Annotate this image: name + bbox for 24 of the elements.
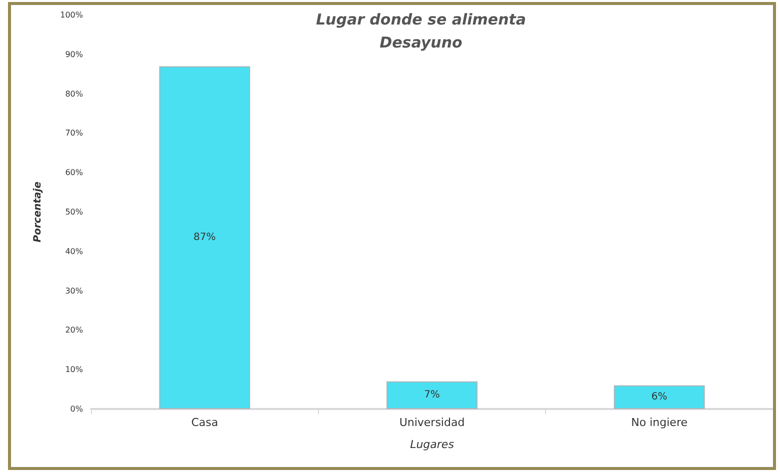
x-tick-label: No ingiere [631,416,688,429]
x-tick-label: Casa [191,416,218,429]
chart-title: Lugar donde se alimenta [316,10,526,28]
bar [614,385,705,409]
bar [386,381,478,409]
y-tick-label: 60% [65,168,84,178]
data-label: 7% [424,390,440,401]
y-tick-label: 10% [65,365,84,374]
x-axis-title: Lugares [410,438,454,451]
y-tick-label: 100% [60,10,84,20]
y-tick-label: 80% [65,89,84,98]
bar [159,66,250,409]
text: Desayuno [380,34,462,52]
y-tick-label: 30% [65,286,84,296]
data-label: 6% [651,392,668,403]
y-tick-label: 90% [65,50,84,59]
y-tick-label: 0% [70,404,84,414]
y-tick-label: 50% [65,208,84,216]
data-label: 87% [194,232,216,244]
x-tick-label: Universidad [399,416,465,429]
y-tick-label: 20% [65,326,84,335]
y-tick-label: 40% [65,246,84,256]
y-tick-label: 70% [65,128,84,138]
y-axis-title: Porcentaje [32,181,44,242]
